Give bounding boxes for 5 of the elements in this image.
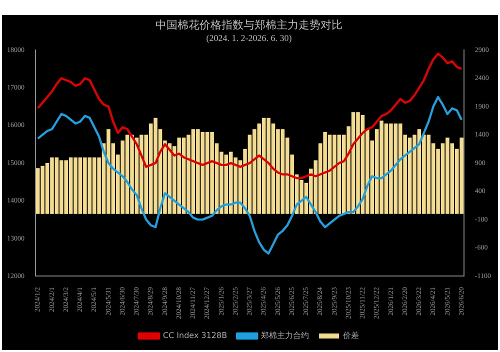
- legend-label: 价差: [342, 331, 360, 340]
- chart-subtitle: (2024. 1. 2-2026. 6. 30): [206, 32, 292, 43]
- legend-label: 郑棉主力合约: [261, 331, 310, 340]
- legend-label: CC Index 3128B: [162, 331, 228, 340]
- chart-title: 中国棉花价格指数与郑棉主力走势对比: [156, 18, 342, 32]
